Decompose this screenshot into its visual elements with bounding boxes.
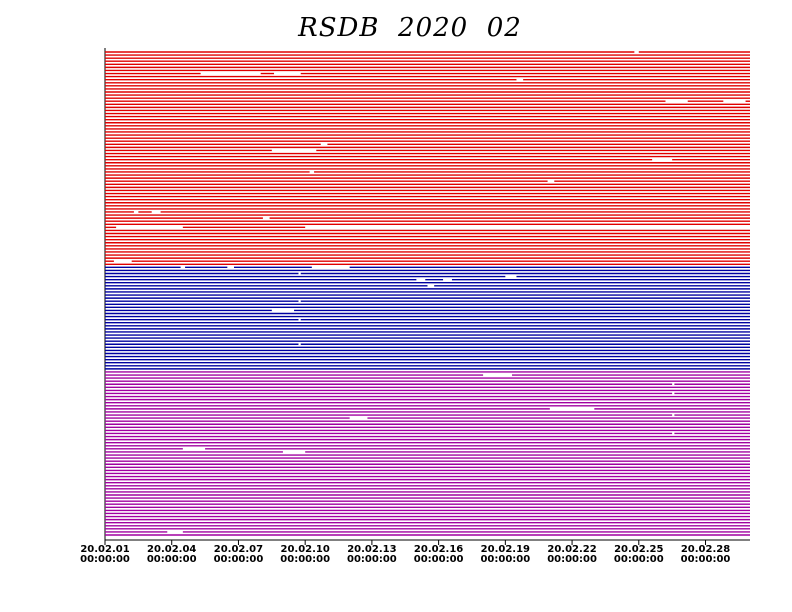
x-tick-label: 20.02.10 00:00:00 bbox=[280, 544, 331, 565]
x-tick-label: 20.02.13 00:00:00 bbox=[347, 544, 397, 565]
chart-title: RSDB 2020 02 bbox=[297, 13, 522, 43]
x-tick-label: 20.02.28 00:00:00 bbox=[680, 544, 731, 565]
x-tick-label: 20.02.16 00:00:00 bbox=[413, 544, 464, 565]
x-tick-label: 20.02.07 00:00:00 bbox=[213, 544, 264, 565]
x-tick-label: 20.02.19 00:00:00 bbox=[480, 544, 531, 565]
x-tick-label: 20.02.01 00:00:00 bbox=[80, 544, 130, 565]
x-tick-label: 20.02.22 00:00:00 bbox=[547, 544, 597, 565]
x-tick-label: 20.02.04 00:00:00 bbox=[146, 544, 197, 565]
x-tick-label: 20.02.25 00:00:00 bbox=[613, 544, 664, 565]
